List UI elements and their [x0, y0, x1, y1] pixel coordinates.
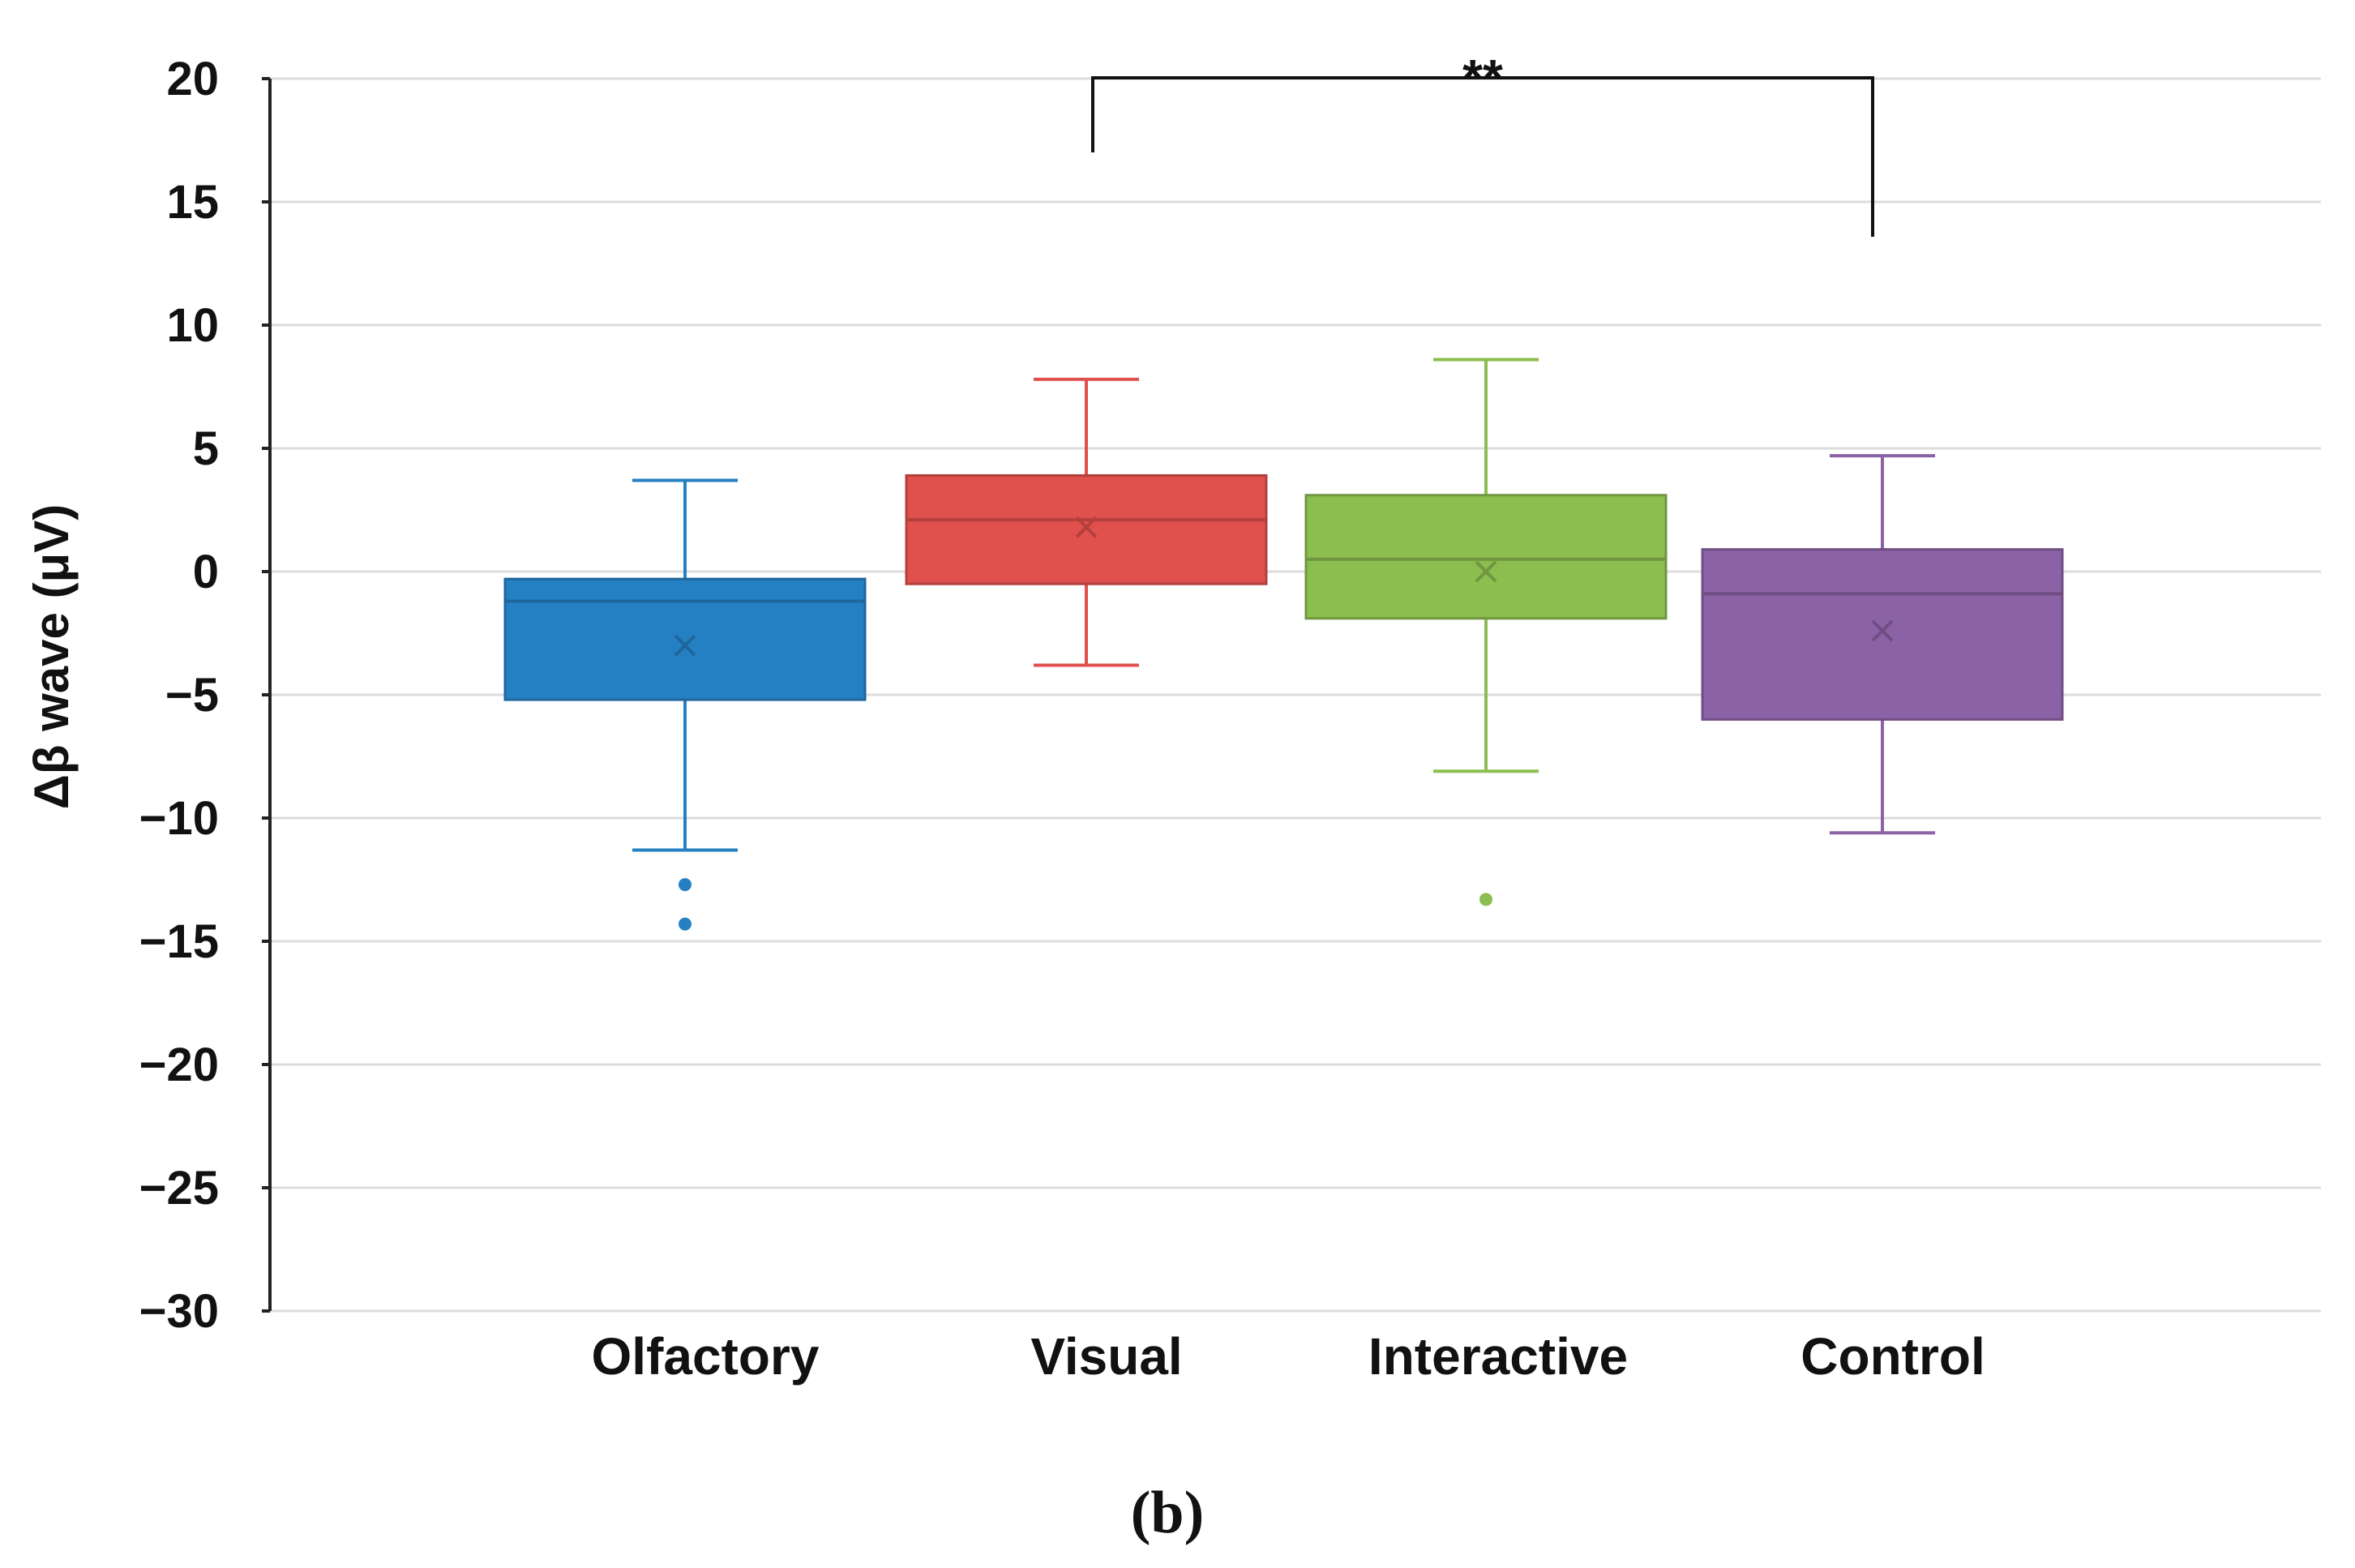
y-tick-label: 10 — [166, 299, 219, 352]
mean-marker — [1475, 560, 1497, 583]
y-axis-title: Δβ wave (μV) — [24, 504, 79, 810]
mean-marker — [1075, 516, 1098, 538]
x-category-label: Visual — [1030, 1327, 1182, 1386]
y-tick-label: 0 — [193, 546, 219, 598]
box-visual — [905, 377, 1268, 667]
panel-label: (b) — [1131, 1480, 1204, 1546]
box-control — [1701, 454, 2064, 835]
x-axis-category-labels: Olfactory Visual Interactive Control — [592, 1327, 1985, 1386]
outlier-point — [1479, 893, 1492, 906]
outlier-point — [679, 878, 692, 892]
mean-marker — [674, 634, 696, 657]
box-body — [1701, 548, 2064, 721]
y-tick-label: −15 — [139, 915, 219, 968]
box-body — [905, 473, 1268, 585]
y-tick-label: −5 — [165, 669, 219, 722]
box-body — [1304, 494, 1668, 620]
outlier-point — [679, 917, 692, 931]
y-tick-label: −25 — [139, 1162, 219, 1215]
box-interactive — [1304, 358, 1668, 906]
x-category-label: Control — [1801, 1327, 1985, 1386]
y-axis-ticks: 20 15 10 5 0 −5 −10 −15 −20 −25 −30 — [139, 53, 270, 1338]
y-tick-label: −20 — [139, 1039, 219, 1091]
y-tick-label: −10 — [139, 792, 219, 845]
bracket-line — [1091, 76, 1874, 237]
y-tick-label: 15 — [166, 176, 219, 229]
y-tick-label: 5 — [193, 422, 219, 475]
mean-marker — [1871, 619, 1894, 642]
x-category-label: Interactive — [1368, 1327, 1628, 1386]
box-olfactory — [503, 478, 867, 931]
box-series — [503, 358, 2064, 931]
box-body — [503, 577, 867, 701]
y-tick-label: −30 — [139, 1285, 219, 1338]
significance-label: ** — [1462, 49, 1503, 107]
x-category-label: Olfactory — [592, 1327, 820, 1386]
y-tick-label: 20 — [166, 53, 219, 105]
significance-bracket: ** — [1091, 49, 1874, 237]
